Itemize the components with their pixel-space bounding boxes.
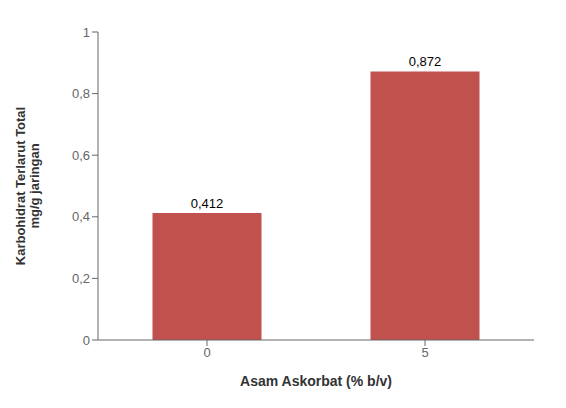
svg-text:Karbohidrat Terlarut Totalmg/g: Karbohidrat Terlarut Totalmg/g jaringan bbox=[13, 107, 42, 265]
svg-text:0: 0 bbox=[83, 333, 90, 348]
svg-text:0: 0 bbox=[203, 345, 210, 360]
svg-text:Asam Askorbat (% b/v): Asam Askorbat (% b/v) bbox=[240, 373, 392, 389]
svg-text:0,4: 0,4 bbox=[72, 209, 90, 224]
svg-text:0,412: 0,412 bbox=[191, 196, 224, 211]
svg-text:0,2: 0,2 bbox=[72, 271, 90, 286]
svg-text:5: 5 bbox=[421, 345, 428, 360]
svg-text:0,8: 0,8 bbox=[72, 86, 90, 101]
svg-text:0,6: 0,6 bbox=[72, 148, 90, 163]
svg-text:0,872: 0,872 bbox=[409, 54, 442, 69]
svg-text:1: 1 bbox=[83, 25, 90, 40]
